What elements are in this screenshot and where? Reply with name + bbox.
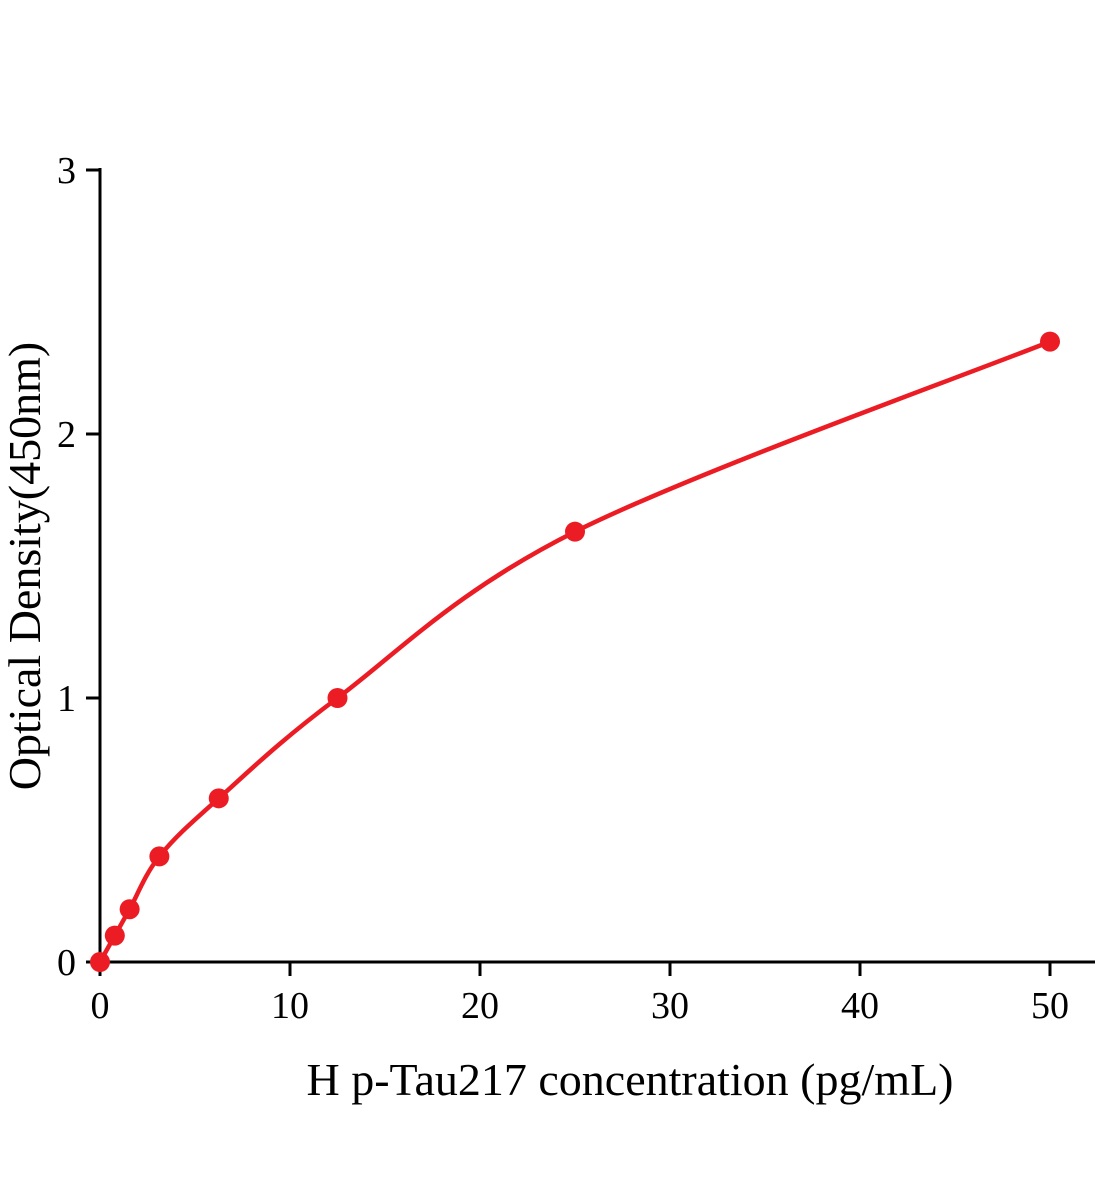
data-point	[104, 925, 125, 946]
x-tick-label: 40	[841, 985, 879, 1027]
data-point	[208, 788, 229, 809]
data-point	[565, 521, 585, 542]
y-tick-label: 2	[57, 414, 76, 456]
y-axis-label: Optical Density(450nm)	[0, 342, 50, 790]
y-tick-label: 3	[57, 150, 76, 192]
data-point	[327, 688, 348, 708]
data-point	[119, 899, 140, 920]
x-tick-label: 20	[461, 985, 499, 1027]
x-axis-label: H p-Tau217 concentration (pg/mL)	[307, 1054, 954, 1105]
data-point	[149, 846, 170, 867]
x-tick-label: 30	[651, 985, 689, 1027]
fit-curve	[97, 339, 1053, 965]
x-tick-label: 0	[91, 985, 110, 1027]
data-point	[1040, 331, 1060, 352]
y-tick-label: 0	[57, 942, 76, 984]
plot-area: 0 10 20 30 40 50 0 1 2 3	[57, 150, 1095, 1027]
x-tick-label: 10	[271, 985, 309, 1027]
x-tick-label: 50	[1031, 985, 1069, 1027]
data-point	[90, 952, 110, 972]
y-tick-label: 1	[57, 678, 76, 720]
